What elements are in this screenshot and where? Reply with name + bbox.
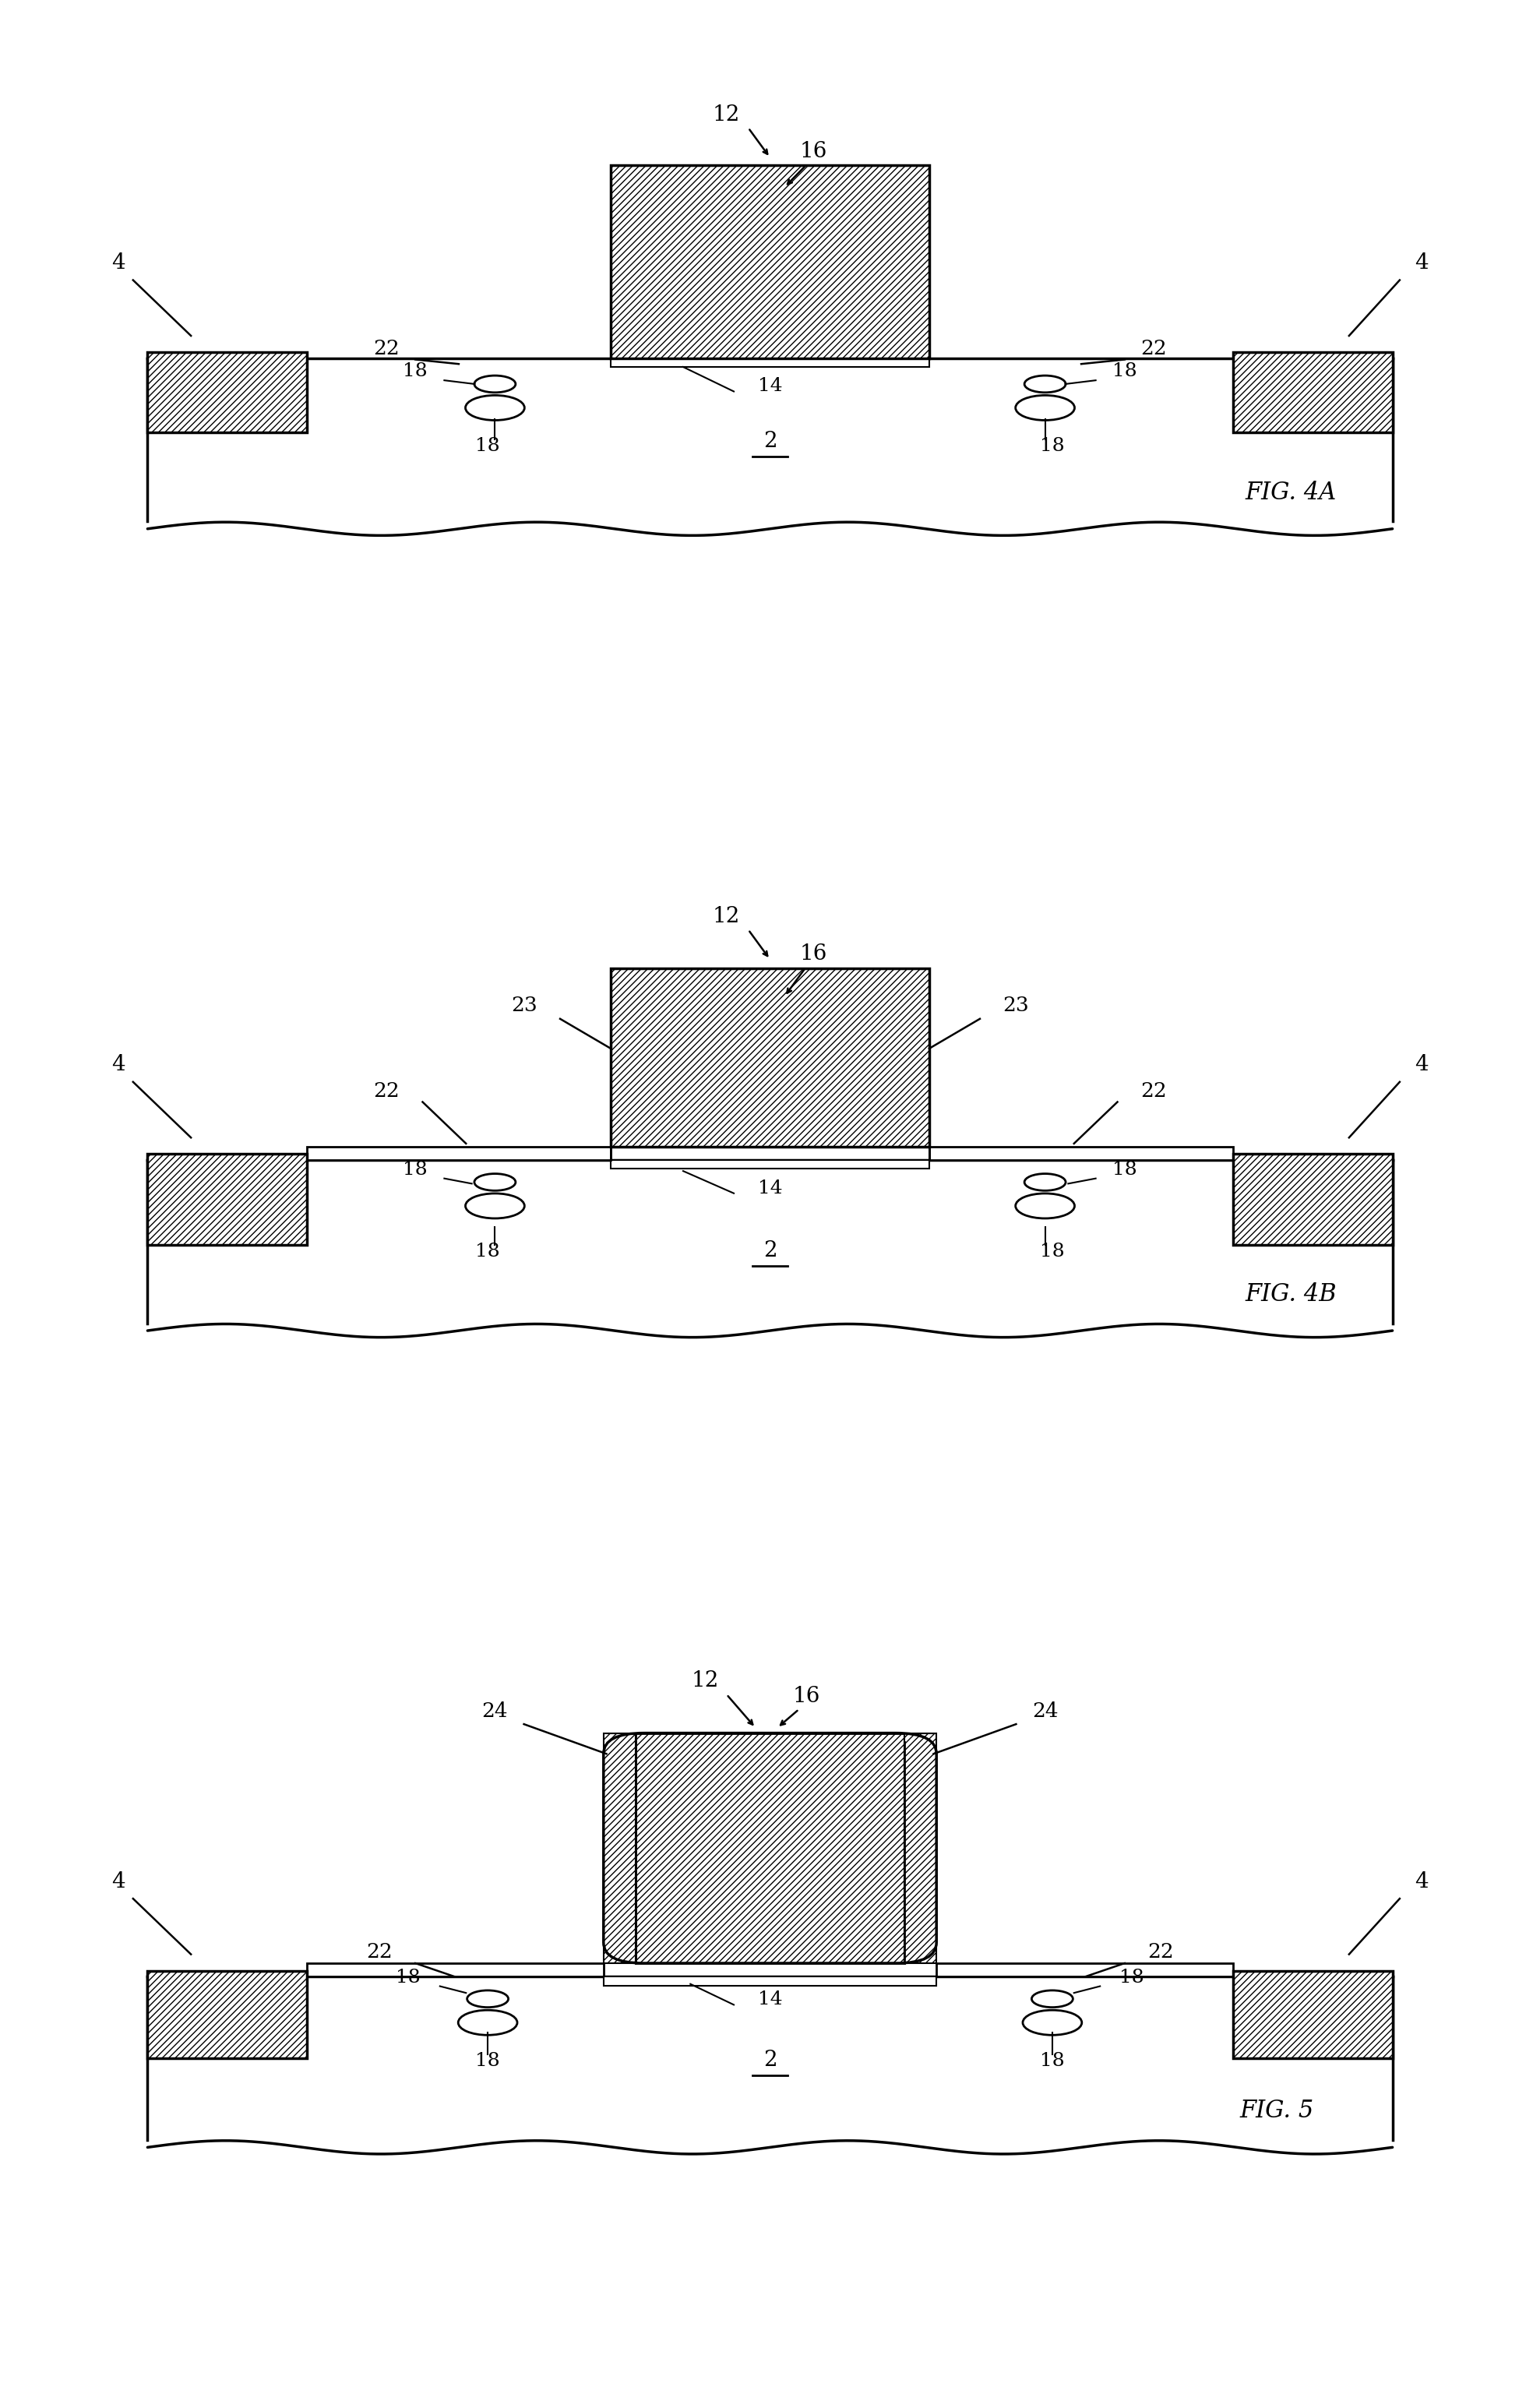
Text: 22: 22 (1141, 338, 1167, 359)
Bar (148, 359, 1392, 529)
Bar (148, 1154, 306, 1245)
Text: FIG. 5: FIG. 5 (1240, 2100, 1314, 2123)
Ellipse shape (1024, 376, 1066, 393)
Text: 18: 18 (1120, 1968, 1144, 1987)
Ellipse shape (1015, 1195, 1075, 1219)
Text: 23: 23 (1003, 996, 1029, 1015)
Bar (148, 1977, 1392, 2147)
Text: 22: 22 (1141, 1082, 1167, 1101)
Text: 16: 16 (799, 943, 827, 965)
Bar (306, 1147, 611, 1159)
Ellipse shape (1023, 2011, 1081, 2035)
Ellipse shape (474, 376, 516, 393)
Bar (904, 1733, 936, 1963)
Ellipse shape (1015, 395, 1075, 421)
Bar (611, 359, 929, 366)
Text: 4: 4 (1415, 1872, 1428, 1891)
Text: 2: 2 (764, 1240, 776, 1262)
Ellipse shape (1024, 1173, 1066, 1190)
Text: 4: 4 (112, 1872, 125, 1891)
Text: FIG. 4B: FIG. 4B (1246, 1283, 1337, 1307)
Text: 14: 14 (758, 1180, 782, 1197)
Bar (306, 1963, 604, 1977)
Text: 24: 24 (482, 1702, 508, 1721)
Text: 18: 18 (403, 361, 428, 381)
Ellipse shape (465, 1195, 525, 1219)
Bar (148, 1970, 306, 2059)
Bar (1234, 1154, 1392, 1245)
Ellipse shape (465, 395, 525, 421)
Ellipse shape (474, 1173, 516, 1190)
Bar (1234, 352, 1392, 433)
Ellipse shape (459, 2011, 517, 2035)
Text: 18: 18 (476, 1242, 501, 1259)
Ellipse shape (1032, 1989, 1073, 2006)
Text: 16: 16 (799, 141, 827, 163)
Text: 12: 12 (691, 1671, 719, 1693)
Bar (936, 1963, 1234, 1977)
Bar (929, 1147, 1234, 1159)
Text: 2: 2 (764, 431, 776, 452)
Bar (611, 1159, 929, 1168)
Text: 18: 18 (476, 436, 501, 455)
Text: 14: 14 (758, 1992, 782, 2009)
Text: FIG. 4A: FIG. 4A (1246, 481, 1337, 505)
Text: 18: 18 (1112, 361, 1137, 381)
Text: 4: 4 (112, 254, 125, 273)
Text: 18: 18 (1040, 436, 1064, 455)
Text: 24: 24 (1032, 1702, 1058, 1721)
Text: 4: 4 (1415, 1053, 1428, 1075)
Text: 4: 4 (1415, 254, 1428, 273)
Text: 22: 22 (367, 1942, 393, 1963)
Text: 16: 16 (793, 1685, 819, 1707)
Text: 2: 2 (764, 2049, 776, 2071)
Bar (148, 1159, 1392, 1331)
Text: 18: 18 (1112, 1161, 1137, 1178)
Bar (604, 1733, 636, 1963)
Bar (148, 352, 306, 433)
Text: 12: 12 (713, 905, 741, 926)
Bar (611, 165, 929, 359)
Text: 22: 22 (373, 1082, 399, 1101)
Text: 18: 18 (403, 1161, 428, 1178)
Text: 14: 14 (758, 378, 782, 395)
Text: 22: 22 (373, 338, 399, 359)
Text: 18: 18 (1040, 2052, 1064, 2068)
Text: 18: 18 (396, 1968, 420, 1987)
Text: 18: 18 (1040, 1242, 1064, 1259)
Bar (636, 1733, 904, 1963)
Text: 4: 4 (112, 1053, 125, 1075)
Text: 22: 22 (1147, 1942, 1173, 1963)
Bar (1234, 1970, 1392, 2059)
Text: 12: 12 (713, 103, 741, 124)
Text: 18: 18 (476, 2052, 501, 2068)
Text: 23: 23 (511, 996, 537, 1015)
Ellipse shape (467, 1989, 508, 2006)
Bar (604, 1977, 936, 1985)
Bar (611, 967, 929, 1147)
